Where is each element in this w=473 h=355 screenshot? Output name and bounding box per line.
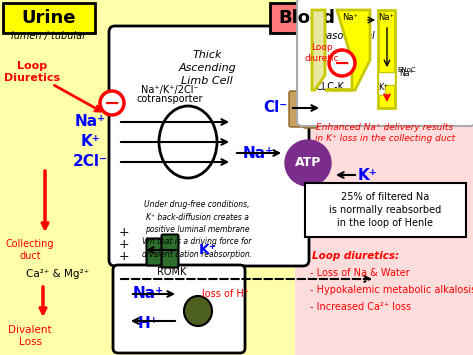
FancyBboxPatch shape (305, 183, 466, 237)
Text: Urine: Urine (22, 9, 76, 27)
Polygon shape (295, 0, 473, 355)
Text: 2Cl⁻: 2Cl⁻ (72, 154, 107, 169)
Text: basolateral: basolateral (321, 31, 376, 41)
Polygon shape (378, 72, 395, 95)
Text: loss of H⁺: loss of H⁺ (201, 289, 248, 299)
Text: Na⁺: Na⁺ (74, 115, 105, 130)
FancyBboxPatch shape (270, 3, 344, 33)
FancyBboxPatch shape (113, 265, 245, 353)
Text: Na⁺: Na⁺ (243, 146, 273, 160)
Text: Enhanced Na⁺ delivery results
in K⁺ loss in the collecting duct: Enhanced Na⁺ delivery results in K⁺ loss… (315, 122, 455, 143)
Text: −: − (104, 93, 120, 113)
Text: Divalent
Loss: Divalent Loss (8, 325, 52, 347)
Polygon shape (0, 0, 295, 355)
Text: Blood: Blood (279, 9, 335, 27)
FancyBboxPatch shape (3, 3, 95, 33)
FancyBboxPatch shape (289, 91, 304, 127)
Text: Na⁺: Na⁺ (342, 12, 358, 22)
Text: +: + (119, 239, 129, 251)
Text: ATP: ATP (295, 157, 321, 169)
Text: - Increased Ca²⁺ loss: - Increased Ca²⁺ loss (310, 302, 411, 312)
Text: +: + (119, 226, 129, 240)
Text: Loop diuretics:: Loop diuretics: (312, 251, 399, 261)
Text: Loop
Diuretics: Loop Diuretics (4, 61, 60, 83)
FancyBboxPatch shape (303, 88, 318, 128)
Text: lumen / tubular: lumen / tubular (11, 31, 87, 41)
Circle shape (329, 50, 355, 76)
Text: Collecting
duct: Collecting duct (6, 239, 54, 261)
Polygon shape (378, 10, 395, 108)
Polygon shape (325, 10, 370, 90)
Text: Na⁺: Na⁺ (378, 12, 394, 22)
Text: - Loss of Na & Water: - Loss of Na & Water (310, 268, 410, 278)
Polygon shape (312, 10, 325, 90)
Text: Loop
diuretic: Loop diuretic (305, 43, 339, 63)
Circle shape (285, 140, 331, 186)
Text: Ca²⁺ & Mg²⁺: Ca²⁺ & Mg²⁺ (26, 269, 89, 279)
Ellipse shape (159, 106, 217, 178)
Text: Thick
Ascending
Limb Cell: Thick Ascending Limb Cell (178, 50, 236, 86)
Text: Na⁺: Na⁺ (132, 286, 164, 301)
FancyBboxPatch shape (161, 235, 178, 268)
Text: 25% of filtered Na
is normally reabsorbed
in the loop of Henle: 25% of filtered Na is normally reabsorbe… (329, 192, 441, 228)
FancyBboxPatch shape (109, 26, 309, 266)
Text: Na⁺: Na⁺ (399, 69, 413, 77)
Circle shape (100, 91, 124, 115)
Text: K⁺: K⁺ (357, 168, 377, 182)
Text: H⁺: H⁺ (138, 317, 158, 332)
FancyBboxPatch shape (297, 0, 473, 126)
Text: Cl⁻: Cl⁻ (263, 100, 287, 115)
Text: K⁺: K⁺ (199, 243, 217, 257)
Text: K⁺: K⁺ (80, 135, 100, 149)
Text: +: + (119, 251, 129, 263)
Text: CLC-K: CLC-K (315, 82, 344, 92)
Text: K⁺: K⁺ (378, 83, 388, 93)
Text: Under drug-free conditions,
K⁺ back-diffusion creates a
positive luminal membran: Under drug-free conditions, K⁺ back-diff… (142, 200, 252, 259)
Text: - Hypokalemic metabolic alkalosis: - Hypokalemic metabolic alkalosis (310, 285, 473, 295)
Ellipse shape (184, 296, 212, 326)
Text: −: − (334, 54, 350, 72)
Text: ROMK: ROMK (158, 267, 187, 277)
Text: cotransporter: cotransporter (137, 94, 203, 104)
Text: ENoC: ENoC (397, 67, 416, 73)
Text: Na⁺/K⁺/2Cl⁻: Na⁺/K⁺/2Cl⁻ (141, 85, 199, 95)
FancyBboxPatch shape (147, 239, 164, 266)
